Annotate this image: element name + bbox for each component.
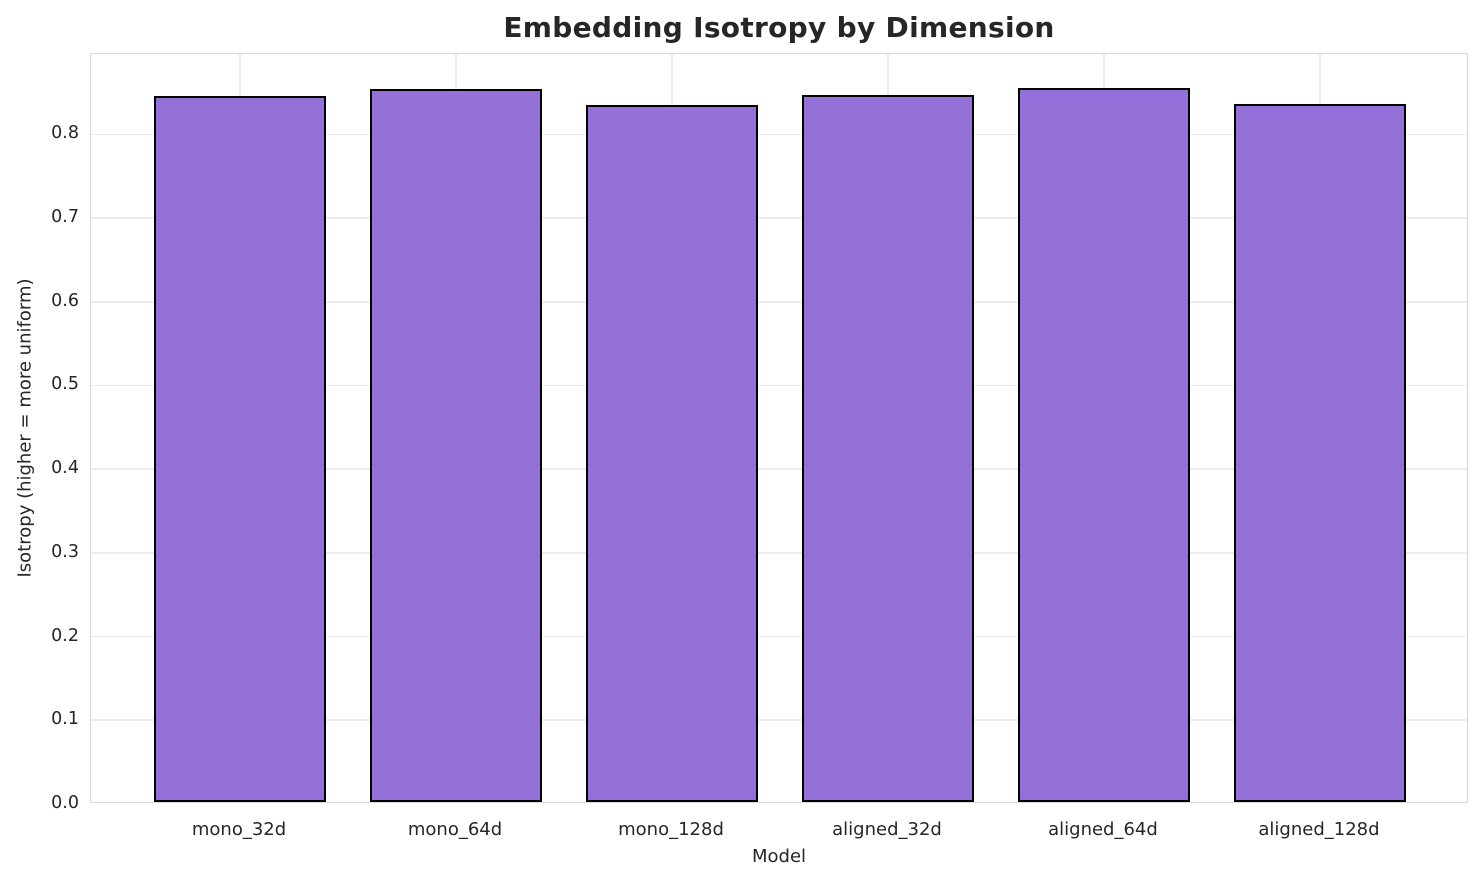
x-tick-label: aligned_32d xyxy=(832,819,942,840)
bar-mono_32d xyxy=(153,95,327,802)
x-tick-label: aligned_128d xyxy=(1258,819,1380,840)
grid-line-horizontal xyxy=(91,300,1467,303)
grid-line-horizontal xyxy=(91,635,1467,638)
bar-mono_64d xyxy=(369,88,543,802)
y-tick-label: 0.6 xyxy=(51,290,79,311)
grid-line-horizontal xyxy=(91,719,1467,722)
y-tick-label: 0.0 xyxy=(51,793,79,813)
y-tick-label: 0.2 xyxy=(51,625,79,646)
grid-line-horizontal xyxy=(91,384,1467,387)
y-axis-label: Isotropy (higher = more uniform) xyxy=(14,278,36,578)
grid-line-horizontal xyxy=(91,133,1467,136)
grid-line-horizontal xyxy=(91,468,1467,470)
x-tick-label: mono_32d xyxy=(191,819,287,840)
y-tick-label: 0.8 xyxy=(51,123,79,144)
bar-aligned_64d xyxy=(1017,88,1191,802)
x-tick-label: aligned_64d xyxy=(1048,819,1158,840)
chart-title: Embedding Isotropy by Dimension xyxy=(503,11,1055,44)
y-tick-label: 0.5 xyxy=(51,374,79,395)
y-tick-label: 0.1 xyxy=(51,709,79,730)
bar-aligned_32d xyxy=(801,94,975,802)
y-tick-label: 0.4 xyxy=(51,458,79,479)
plot-area xyxy=(90,53,1468,803)
bar-aligned_128d xyxy=(1233,103,1407,802)
y-tick-label: 0.7 xyxy=(51,207,79,228)
grid-line-horizontal xyxy=(91,552,1467,554)
x-tick-label: mono_128d xyxy=(618,819,724,840)
y-tick-label: 0.3 xyxy=(51,541,79,562)
grid-line-horizontal xyxy=(91,217,1467,219)
x-axis-label: Model xyxy=(751,846,807,867)
x-tick-label: mono_64d xyxy=(407,819,503,840)
bar-mono_128d xyxy=(585,104,759,802)
